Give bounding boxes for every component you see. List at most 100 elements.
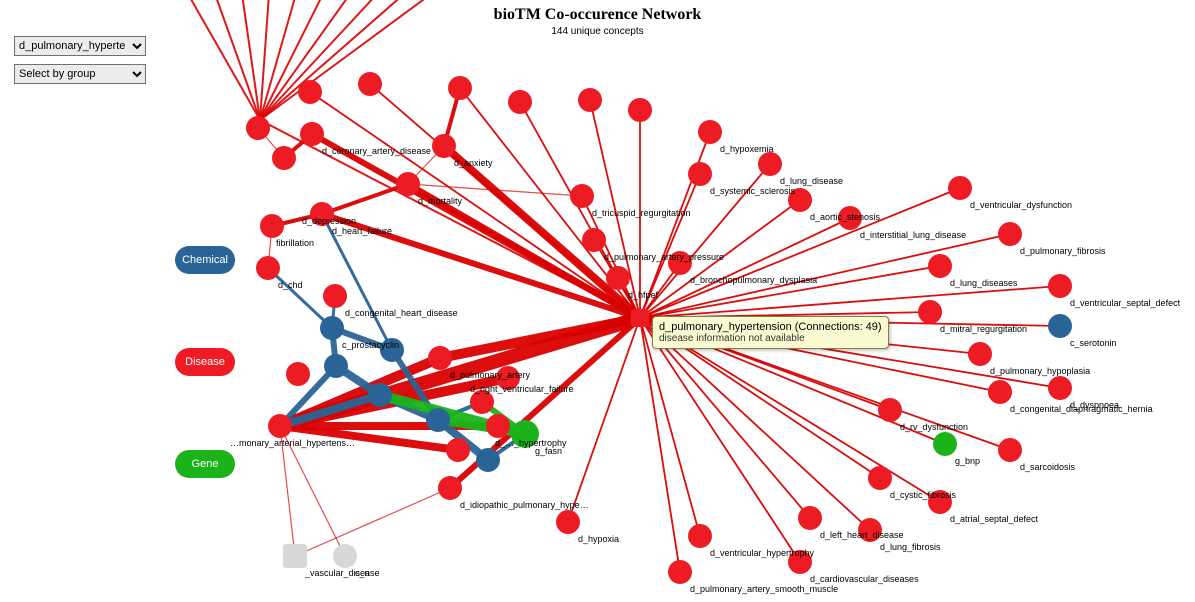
node-d_cardiovascular_diseases[interactable] — [788, 550, 812, 574]
node-d_ventricular_hypertrophy[interactable] — [688, 524, 712, 548]
edge — [618, 278, 640, 318]
node-label: c_n — [355, 568, 370, 578]
concept-select[interactable]: d_pulmonary_hyperte — [14, 36, 146, 56]
node-label: d_pulmonary_artery_smooth_muscle — [690, 584, 838, 594]
node-d_pulmonary_fibrosis[interactable] — [998, 222, 1022, 246]
node-label: d_congenital_heart_disease — [345, 308, 458, 318]
node-d_ventricular_septal_defect[interactable] — [1048, 274, 1072, 298]
node-t5[interactable] — [578, 88, 602, 112]
edge — [640, 318, 680, 572]
edge — [590, 100, 640, 318]
node-t3[interactable] — [448, 76, 472, 100]
node-d_chd[interactable] — [256, 256, 280, 280]
node-d_heart_failure[interactable] — [310, 202, 334, 226]
node-bc5[interactable] — [476, 448, 500, 472]
node-label: g_fasn — [535, 446, 562, 456]
node-label: g_bnp — [955, 456, 980, 466]
edge — [640, 188, 960, 318]
node-d_fibrillation[interactable] — [260, 214, 284, 238]
node-br5[interactable] — [496, 366, 520, 390]
node-d_idiopathic_pulmonary_hypertension[interactable] — [438, 476, 462, 500]
node-t2[interactable] — [358, 72, 382, 96]
legend-disease[interactable]: Disease — [175, 348, 235, 376]
node-t8[interactable] — [246, 116, 270, 140]
node-t1[interactable] — [298, 80, 322, 104]
node-t6[interactable] — [628, 98, 652, 122]
edge — [640, 318, 945, 444]
node-d_bronchopulmonary_dysplasia[interactable] — [668, 251, 692, 275]
node-d_congenital_diaphragmatic_hernia[interactable] — [988, 380, 1012, 404]
node-d_anxiety[interactable] — [432, 134, 456, 158]
node-d_mitral_regurgitation[interactable] — [918, 300, 942, 324]
node-d_lung_disease[interactable] — [758, 152, 782, 176]
node-d_left_heart_disease[interactable] — [798, 506, 822, 530]
node-d_ventricular_dysfunction[interactable] — [948, 176, 972, 200]
node-d_interstitial_lung_disease[interactable] — [838, 206, 862, 230]
node-label: d_ventricular_dysfunction — [970, 200, 1072, 210]
node-d_hypoxemia[interactable] — [698, 120, 722, 144]
node-d_pulmonary_artery_pressure[interactable] — [582, 228, 606, 252]
edge — [268, 268, 332, 328]
node-d_lung_fibrosis[interactable] — [858, 518, 882, 542]
node-br2[interactable] — [446, 438, 470, 462]
node-label: d_lung_fibrosis — [880, 542, 941, 552]
network-svg[interactable] — [0, 0, 1195, 602]
node-d_lung_diseases[interactable] — [928, 254, 952, 278]
node-d_hypoxia[interactable] — [556, 510, 580, 534]
group-select[interactable]: Select by group — [14, 64, 146, 84]
node-label: d_pulmonary_fibrosis — [1020, 246, 1106, 256]
node-d_coronary_artery_disease[interactable] — [300, 122, 324, 146]
edge — [640, 318, 980, 354]
node-d_pulmonary_artery_smooth_muscle[interactable] — [668, 560, 692, 584]
edge — [640, 312, 930, 318]
node-br1[interactable] — [286, 362, 310, 386]
legend-chemical[interactable]: Chemical — [175, 246, 235, 274]
node-bc3[interactable] — [380, 338, 404, 362]
node-c_n[interactable] — [333, 544, 357, 568]
node-bc2[interactable] — [368, 383, 392, 407]
node-t7[interactable] — [272, 146, 296, 170]
node-d_cystic_fibrosis[interactable] — [868, 466, 892, 490]
node-d_hfpef[interactable] — [606, 266, 630, 290]
edge — [295, 488, 450, 556]
node-c_prostacyclin[interactable] — [320, 316, 344, 340]
controls-panel: d_pulmonary_hyperte Select by group — [14, 36, 146, 92]
node-d_congenital_heart_disease[interactable] — [323, 284, 347, 308]
node-c_serotonin[interactable] — [1048, 314, 1072, 338]
node-br4[interactable] — [470, 390, 494, 414]
node-g_bnp[interactable] — [933, 432, 957, 456]
node-d_mortality[interactable] — [396, 172, 420, 196]
node-label: d_pulmonary_artery — [450, 370, 530, 380]
edge — [640, 263, 680, 318]
node-d_pulmonary_arterial_hypertension[interactable] — [268, 414, 292, 438]
edge — [568, 318, 640, 522]
node-d_systemic_sclerosis[interactable] — [688, 162, 712, 186]
node[interactable] — [283, 544, 307, 568]
edge — [444, 88, 460, 146]
node-label: d_mortality — [418, 196, 462, 206]
edge — [640, 132, 710, 318]
edge — [438, 420, 525, 434]
node-bc4[interactable] — [426, 408, 450, 432]
node[interactable] — [631, 309, 649, 327]
node-d_tricuspid_regurgitation[interactable] — [570, 184, 594, 208]
node-br3[interactable] — [486, 414, 510, 438]
edge — [332, 328, 392, 350]
node-d_pulmonary_artery[interactable] — [428, 346, 452, 370]
node-d_atrial_septal_defect[interactable] — [928, 490, 952, 514]
node-label: d_coronary_artery_disease — [322, 146, 431, 156]
node-label: d_anxiety — [454, 158, 493, 168]
node-g_fasn[interactable] — [511, 420, 539, 448]
edge — [322, 184, 408, 214]
edge — [280, 426, 345, 556]
node-d_pulmonary_hypoplasia[interactable] — [968, 342, 992, 366]
node-t4[interactable] — [508, 90, 532, 114]
legend-gene[interactable]: Gene — [175, 450, 235, 478]
node-d_aortic_stenosis[interactable] — [788, 188, 812, 212]
node-bc1[interactable] — [324, 354, 348, 378]
node-label: d_idiopathic_pulmonary_hype… — [460, 500, 589, 510]
node-d_rv_dysfunction[interactable] — [878, 398, 902, 422]
node-d_dyspnoea[interactable] — [1048, 376, 1072, 400]
tooltip-body: disease information not available — [659, 333, 882, 344]
node-d_sarcoidosis[interactable] — [998, 438, 1022, 462]
